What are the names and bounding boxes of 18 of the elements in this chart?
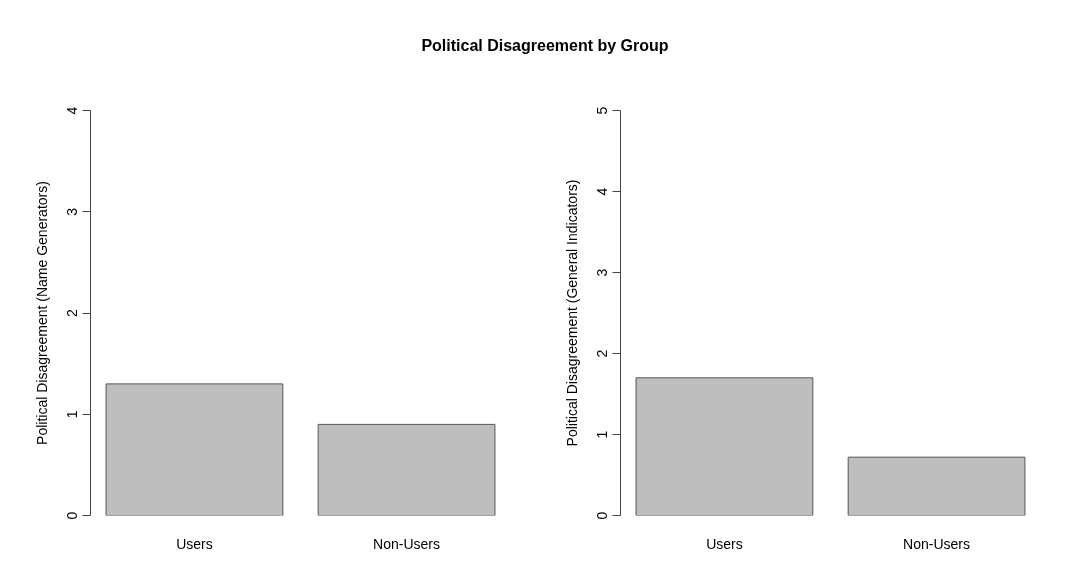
y-tick-label: 3 (63, 207, 80, 216)
y-tick-label: 1 (593, 430, 610, 439)
y-tick-label: 4 (593, 187, 610, 196)
y-tick-label: 2 (63, 308, 80, 317)
y-tick-label: 5 (593, 106, 610, 115)
y-axis-title: Political Disagreement (Name Generators) (33, 181, 50, 445)
x-tick-label: Users (176, 535, 213, 552)
x-tick-label: Non-Users (903, 535, 971, 552)
y-tick-label: 0 (63, 511, 80, 520)
y-tick-label: 0 (593, 511, 610, 520)
y-tick-label: 1 (63, 410, 80, 419)
x-tick-label: Users (706, 535, 743, 552)
text: Political Disagreement by Group (421, 36, 669, 56)
y-axis-title: Political Disagreement (General Indicators) (563, 179, 580, 447)
y-tick-label: 2 (593, 349, 610, 358)
y-tick-label: 3 (593, 268, 610, 277)
x-tick-label: Non-Users (373, 535, 441, 552)
y-tick-label: 4 (63, 106, 80, 115)
